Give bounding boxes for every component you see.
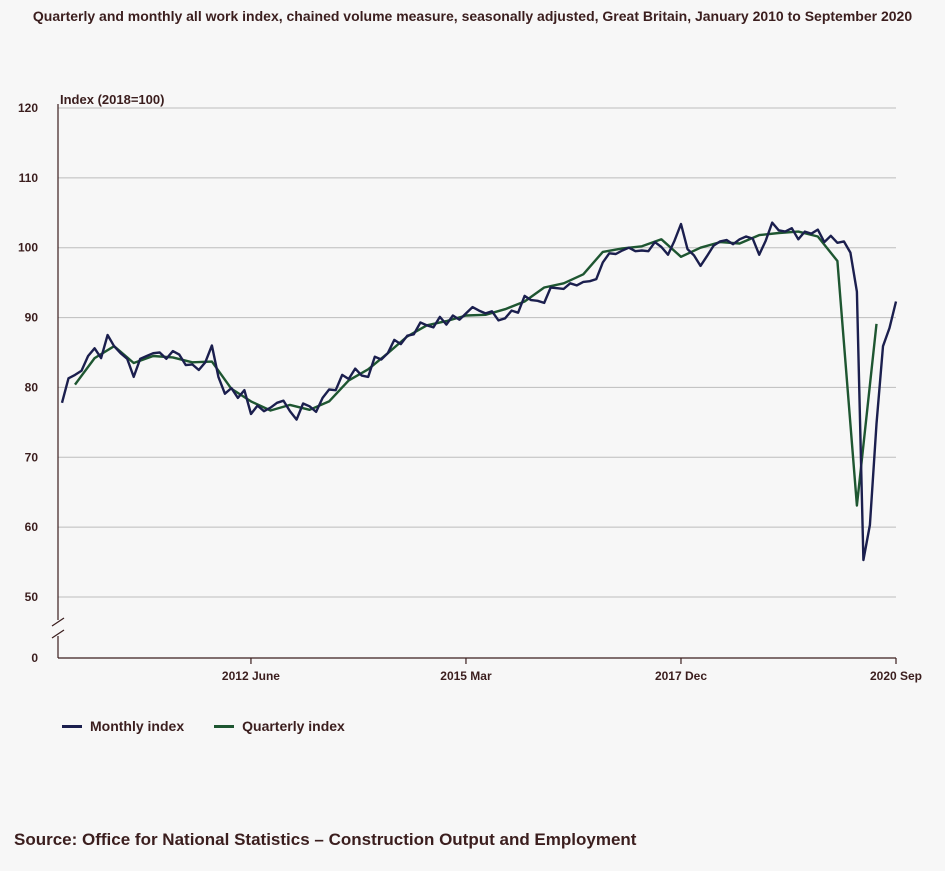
y-tick-label-70: 70 bbox=[25, 450, 39, 464]
legend-label-monthly: Monthly index bbox=[90, 718, 185, 734]
y-tick-label-80: 80 bbox=[25, 380, 39, 394]
x-tick-labels: 2012 June 2015 Mar 2017 Dec 2020 Sep bbox=[222, 669, 922, 683]
quarterly-swatch bbox=[214, 724, 235, 728]
quarterly-index-line bbox=[74, 230, 878, 507]
source-note: Source: Office for National Statistics –… bbox=[14, 830, 637, 849]
y-tick-label-90: 90 bbox=[25, 311, 39, 325]
y-tick-label-110: 110 bbox=[19, 171, 39, 185]
legend-item-monthly: Monthly index bbox=[62, 718, 184, 734]
y-tick-label-100: 100 bbox=[18, 241, 38, 255]
y-tick-labels: 120 110 100 90 80 70 60 50 0 bbox=[18, 101, 38, 665]
y-tick-label-60: 60 bbox=[25, 520, 39, 534]
chart-legend: Monthly index Quarterly index bbox=[62, 718, 345, 734]
chart-title: Quarterly and monthly all work index, ch… bbox=[32, 8, 913, 24]
y-tick-label-0: 0 bbox=[31, 651, 38, 665]
axis-break-mark-1 bbox=[51, 617, 65, 627]
x-tick-label-0: 2012 June bbox=[222, 669, 280, 683]
y-tick-label-50: 50 bbox=[25, 590, 39, 604]
x-tick-label-1: 2015 Mar bbox=[440, 669, 492, 683]
y-tick-label-120: 120 bbox=[18, 101, 38, 115]
x-tick-label-2: 2017 Dec bbox=[655, 669, 707, 683]
y-axis-title: Index (2018=100) bbox=[60, 92, 164, 107]
monthly-index-line bbox=[60, 221, 898, 562]
monthly-swatch bbox=[62, 724, 82, 728]
series-lines bbox=[60, 221, 898, 562]
legend-item-quarterly: Quarterly index bbox=[214, 718, 345, 734]
axis-break-mark-2 bbox=[51, 629, 65, 639]
x-tick-label-3: 2020 Sep bbox=[870, 669, 922, 683]
axes bbox=[51, 104, 897, 664]
grid-lines bbox=[58, 107, 896, 598]
legend-label-quarterly: Quarterly index bbox=[242, 718, 345, 734]
